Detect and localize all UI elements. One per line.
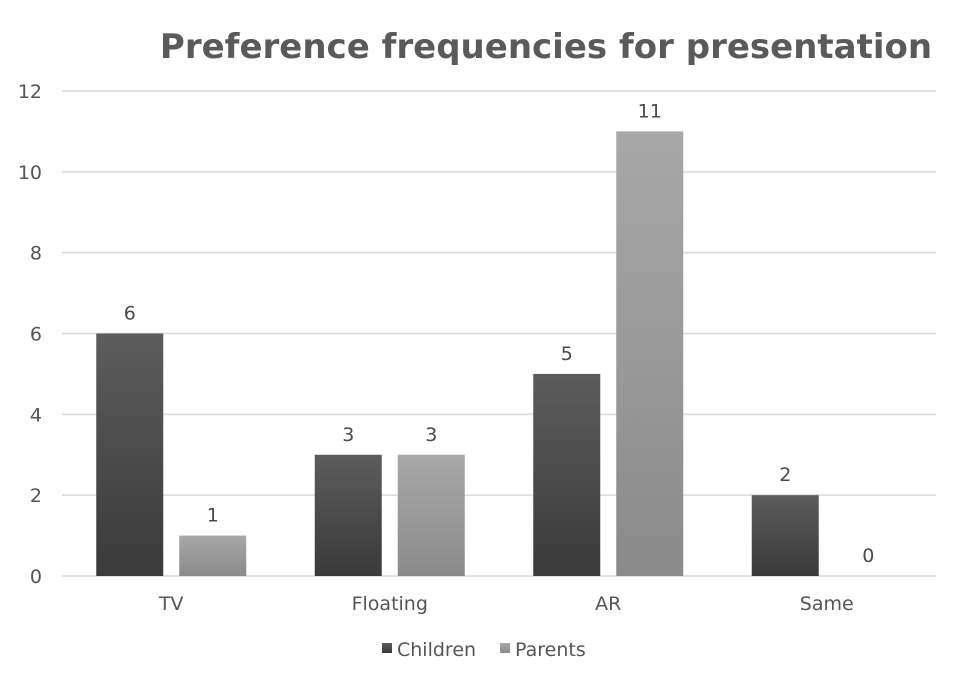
- x-tick-label: Same: [800, 593, 854, 615]
- bar-children-floating: [314, 454, 382, 576]
- y-tick-label: 4: [30, 404, 42, 426]
- y-tick-label: 8: [30, 243, 42, 265]
- bar-parents-ar: [616, 131, 684, 576]
- y-tick-label: 6: [30, 324, 42, 346]
- data-label: 3: [342, 424, 354, 446]
- y-tick-label: 0: [30, 566, 42, 588]
- x-tick-label: Floating: [352, 593, 428, 615]
- gridlines: [62, 90, 936, 577]
- data-labels: 6 1 3 3 5 11 2 0: [124, 100, 875, 567]
- x-tick-label: AR: [595, 593, 621, 615]
- legend: Children Parents: [382, 639, 586, 661]
- legend-label: Parents: [515, 639, 586, 661]
- legend-label: Children: [397, 639, 476, 661]
- legend-swatch-parents: [500, 643, 510, 653]
- legend-swatch-children: [382, 643, 392, 653]
- data-label: 6: [124, 303, 136, 325]
- data-label: 0: [862, 545, 874, 567]
- bar-children-ar: [533, 373, 601, 576]
- x-axis-categories: TV Floating AR Same: [158, 593, 854, 615]
- data-label: 1: [207, 505, 219, 527]
- data-label: 3: [425, 424, 437, 446]
- data-label: 11: [638, 100, 662, 122]
- bar-parents-tv: [179, 535, 247, 576]
- bar-children-same: [751, 495, 819, 576]
- y-tick-label: 12: [18, 81, 42, 103]
- y-axis-ticks: 0 2 4 6 8 10 12: [18, 81, 42, 588]
- x-tick-label: TV: [158, 593, 184, 615]
- bar-children-tv: [96, 333, 164, 576]
- bars: [96, 131, 819, 576]
- y-tick-label: 10: [18, 162, 42, 184]
- data-label: 2: [779, 464, 791, 486]
- bar-parents-floating: [397, 454, 465, 576]
- chart-title: Preference frequencies for presentation: [160, 27, 932, 67]
- data-label: 5: [561, 343, 573, 365]
- y-tick-label: 2: [30, 485, 42, 507]
